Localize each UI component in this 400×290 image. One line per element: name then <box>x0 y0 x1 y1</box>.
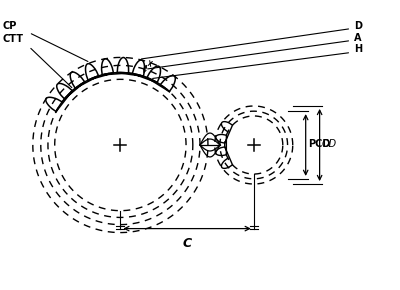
Text: PCD: PCD <box>308 139 330 149</box>
Text: D: D <box>354 21 362 30</box>
Text: CTT: CTT <box>3 35 24 44</box>
Text: CP: CP <box>3 21 17 30</box>
Text: C: C <box>182 237 192 250</box>
Text: H: H <box>354 44 362 55</box>
Text: A: A <box>354 32 362 43</box>
Text: OD: OD <box>322 139 337 149</box>
